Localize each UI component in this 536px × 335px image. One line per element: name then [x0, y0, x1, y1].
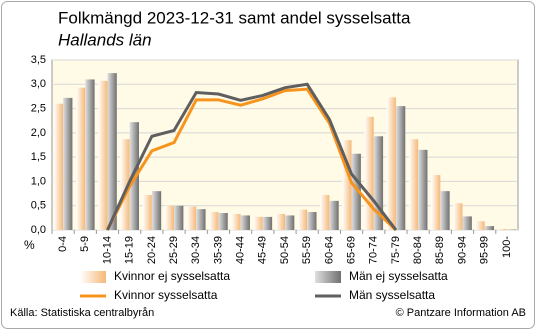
bar	[152, 191, 161, 230]
bar	[241, 215, 250, 230]
bar	[475, 221, 484, 230]
credit: © Pantzare Information AB	[396, 307, 526, 319]
x-tick-label: 15-19	[124, 236, 136, 264]
chart-title: Folkmängd 2023-12-31 samt andel sysselsa…	[58, 8, 411, 27]
bar	[387, 97, 396, 230]
x-tick-label: 75-79	[390, 236, 402, 264]
x-tick-label: 100-	[501, 236, 513, 258]
bar	[209, 212, 218, 230]
x-tick-label: 60-64	[323, 236, 335, 264]
bar	[98, 81, 107, 230]
bar	[85, 79, 94, 230]
y-tick-label: 1,5	[31, 151, 46, 163]
legend-label: Män ej sysselsatta	[349, 269, 448, 283]
y-tick-label: 2,5	[31, 102, 46, 114]
bar	[54, 104, 63, 230]
x-tick-label: 85-89	[434, 236, 446, 264]
bar	[231, 214, 240, 230]
bar	[276, 214, 285, 230]
bar	[187, 207, 196, 230]
y-tick-label: 1,0	[31, 175, 46, 187]
bar	[63, 98, 72, 230]
x-tick-label: 45-49	[257, 236, 269, 264]
x-tick-label: 30-34	[190, 236, 202, 264]
bar	[396, 106, 405, 230]
x-tick-label: 20-24	[146, 236, 158, 264]
y-axis-label: %	[24, 238, 35, 252]
x-tick-label: 50-54	[279, 236, 291, 264]
y-tick-label: 0,0	[31, 224, 46, 236]
bar	[463, 216, 472, 230]
y-tick-label: 3,5	[31, 54, 46, 66]
bar	[307, 212, 316, 230]
x-tick-label: 95-99	[479, 236, 491, 264]
x-tick-label: 25-29	[168, 236, 180, 264]
bar	[485, 226, 494, 230]
y-tick-label: 0,5	[31, 200, 46, 212]
bar	[196, 209, 205, 230]
bar	[418, 150, 427, 230]
x-tick-label: 40-44	[235, 236, 247, 264]
y-tick-label: 3,0	[31, 78, 46, 90]
x-tick-label: 90-94	[456, 236, 468, 264]
bar	[298, 210, 307, 230]
bar	[364, 117, 373, 230]
legend-label: Kvinnor ej sysselsatta	[114, 269, 230, 283]
x-tick-label: 70-74	[368, 236, 380, 264]
bar	[253, 217, 262, 230]
x-tick-label: 55-59	[301, 236, 313, 264]
x-tick-label: 65-69	[345, 236, 357, 264]
bar	[107, 73, 116, 230]
bar	[440, 191, 449, 230]
bar	[76, 88, 85, 230]
x-tick-label: 35-39	[212, 236, 224, 264]
bar	[329, 201, 338, 230]
bar	[218, 213, 227, 230]
legend-label: Kvinnor sysselsatta	[114, 288, 218, 302]
bar	[431, 175, 440, 230]
legend-label: Män sysselsatta	[349, 288, 435, 302]
bar	[453, 203, 462, 230]
bar	[498, 229, 507, 230]
chart-subtitle: Hallands län	[58, 30, 152, 49]
x-tick-label: 5-9	[79, 236, 91, 252]
legend-swatch	[80, 271, 106, 283]
x-tick-label: 0-4	[57, 236, 69, 252]
bar	[165, 206, 174, 230]
y-tick-label: 2,0	[31, 127, 46, 139]
bar	[263, 217, 272, 230]
source: Källa: Statistiska centralbyrån	[10, 307, 154, 319]
bar	[320, 195, 329, 230]
bar	[174, 206, 183, 230]
bar	[143, 195, 152, 230]
legend-swatch	[315, 271, 341, 283]
x-tick-label: 80-84	[412, 236, 424, 264]
bar	[285, 215, 294, 230]
bar	[409, 139, 418, 230]
x-tick-label: 10-14	[101, 236, 113, 264]
